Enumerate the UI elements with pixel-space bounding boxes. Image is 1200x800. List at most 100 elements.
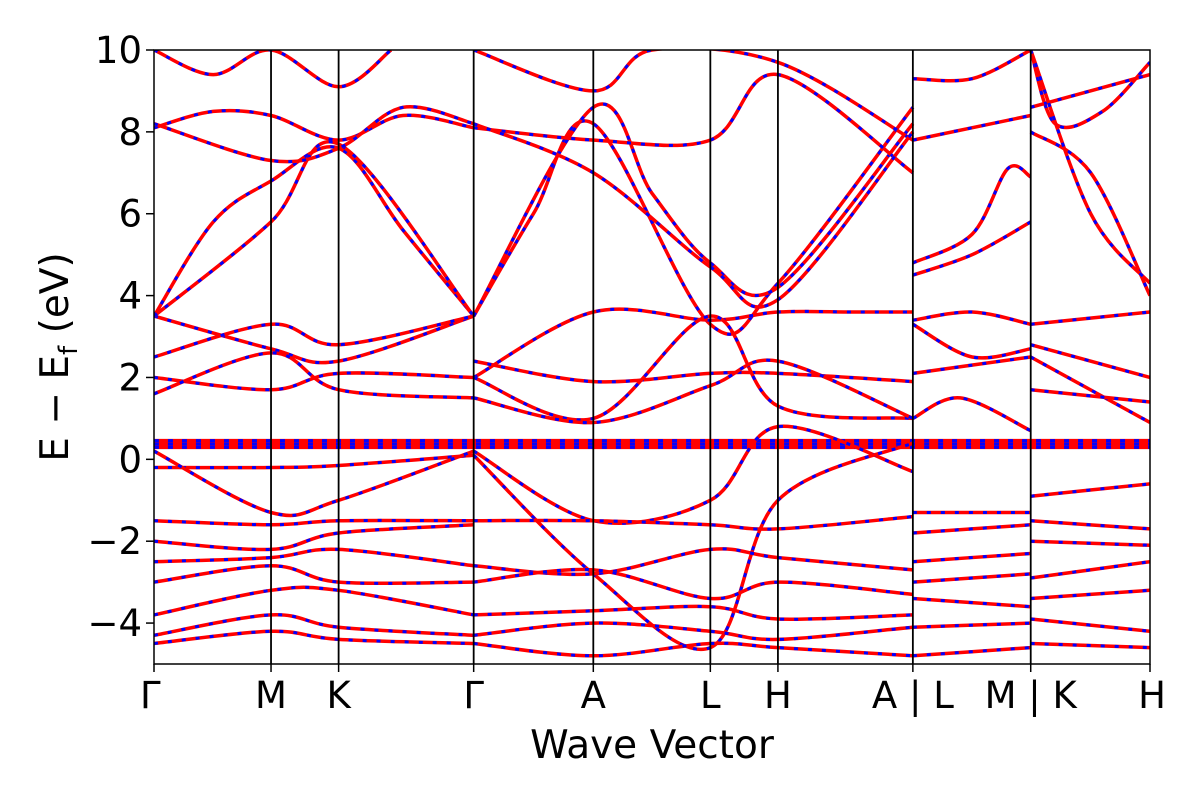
y-axis-ticks: −4 −2 0 2 4 6 8 10: [87, 29, 154, 645]
band-37-solid: [912, 164, 1032, 265]
band-16-dashed: [154, 613, 474, 637]
band-23-solid: [472, 307, 913, 380]
band-20-dashed: [473, 73, 914, 175]
band-22-dashed: [473, 122, 915, 309]
x-tick-label-6: H: [764, 674, 792, 717]
band-25-dashed: [473, 314, 914, 422]
band-2-dashed: [154, 140, 475, 318]
band-21-dashed: [473, 50, 914, 142]
band-31-solid: [473, 567, 914, 601]
band-40-solid: [912, 322, 1032, 360]
band-7-dashed: [154, 371, 474, 392]
band-1-solid: [154, 145, 476, 318]
band-15-dashed: [154, 585, 474, 617]
y-axis-label-subscript: f: [54, 345, 84, 355]
band-59-dashed: [1030, 519, 1150, 531]
band-22-solid: [473, 122, 915, 309]
band-33-solid: [473, 621, 914, 642]
band-21-solid: [473, 50, 914, 142]
band-35-solid: [912, 50, 1032, 83]
x-tick-label-9: H: [1138, 674, 1166, 717]
band-48-dashed: [912, 621, 1031, 629]
y-tick-label-0: −4: [87, 602, 142, 645]
band-54-dashed: [1030, 310, 1150, 326]
y-tick-label-5: 6: [118, 193, 142, 236]
band-41-dashed: [912, 355, 1031, 375]
x-tick-label-3: Γ: [463, 674, 484, 717]
band-19-solid: [472, 102, 915, 317]
band-57-dashed: [1030, 388, 1150, 404]
band-61-solid: [1030, 559, 1150, 580]
band-9-solid: [154, 453, 474, 470]
y-axis-label: E − Ef (eV): [33, 252, 84, 461]
band-30-solid: [473, 547, 914, 577]
x-tick-label-1: M: [255, 674, 287, 717]
band-50-dashed: [1029, 50, 1150, 130]
band-16-solid: [154, 613, 474, 638]
x-tick-label-5: L: [700, 674, 721, 717]
band-14-solid: [154, 564, 474, 586]
band-11-solid: [154, 518, 474, 527]
band-62-dashed: [1030, 588, 1150, 600]
band-24-solid: [473, 359, 914, 384]
band-58-dashed: [1030, 482, 1150, 498]
band-17-dashed: [154, 629, 474, 645]
band-39-dashed: [912, 310, 1032, 326]
band-10-solid: [154, 449, 475, 518]
band-14-dashed: [154, 564, 474, 585]
band-51-dashed: [1030, 73, 1150, 109]
band-47-dashed: [912, 597, 1031, 609]
band-52-solid: [1029, 130, 1150, 297]
bands-layer: [154, 50, 1150, 658]
band-63-dashed: [1030, 617, 1150, 633]
x-tick-label-2: K: [326, 674, 352, 717]
band-2-solid: [154, 140, 476, 318]
band-44-dashed: [912, 523, 1031, 535]
band-32-solid: [473, 604, 913, 621]
band-37-dashed: [912, 164, 1032, 265]
band-45-dashed: [912, 552, 1031, 564]
band-18-dashed: [472, 106, 915, 336]
band-38-solid: [912, 220, 1032, 277]
band-6-solid: [154, 314, 475, 359]
band-40-dashed: [912, 322, 1031, 360]
band-36-solid: [912, 113, 1032, 142]
band-64-dashed: [1030, 642, 1150, 650]
band-55-dashed: [1030, 343, 1150, 379]
band-3-solid: [154, 108, 475, 142]
band-8-solid: [154, 351, 474, 400]
band-50-solid: [1029, 50, 1150, 130]
y-tick-label-3: 2: [118, 356, 142, 399]
band-46-dashed: [912, 572, 1031, 584]
band-25-solid: [473, 314, 914, 422]
y-tick-label-4: 4: [118, 275, 142, 318]
band-4-solid: [154, 104, 475, 164]
band-42-solid: [912, 396, 1032, 433]
x-axis-label: Wave Vector: [530, 723, 775, 768]
band-13-solid: [154, 547, 474, 568]
band-23-dashed: [472, 307, 913, 379]
y-tick-label-2: 0: [118, 438, 142, 481]
plot-frame: [153, 49, 1151, 665]
band-56-solid: [1029, 355, 1150, 425]
band-13-dashed: [154, 547, 474, 568]
band-15-solid: [154, 585, 475, 617]
x-tick-label-8: M | K: [985, 674, 1079, 717]
band-35-dashed: [912, 50, 1032, 83]
band-60-dashed: [1030, 539, 1150, 547]
band-53-solid: [1029, 50, 1150, 285]
band-49-dashed: [912, 646, 1031, 658]
y-tick-label-6: 8: [118, 111, 142, 154]
band-12-solid: [154, 523, 474, 552]
y-axis-label-unit: (eV): [33, 252, 78, 346]
band-26-dashed: [473, 358, 914, 425]
x-tick-label-7: A | L: [872, 674, 954, 717]
band-1-dashed: [154, 145, 475, 318]
y-tick-label-1: −2: [87, 520, 142, 563]
x-tick-label-4: A: [581, 674, 606, 717]
band-42-dashed: [912, 396, 1032, 433]
band-55-solid: [1030, 343, 1150, 380]
band-6-dashed: [154, 314, 475, 359]
